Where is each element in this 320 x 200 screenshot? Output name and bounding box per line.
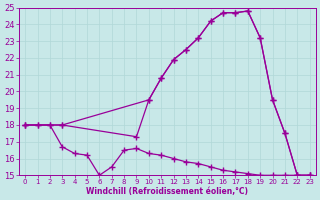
- X-axis label: Windchill (Refroidissement éolien,°C): Windchill (Refroidissement éolien,°C): [86, 187, 248, 196]
